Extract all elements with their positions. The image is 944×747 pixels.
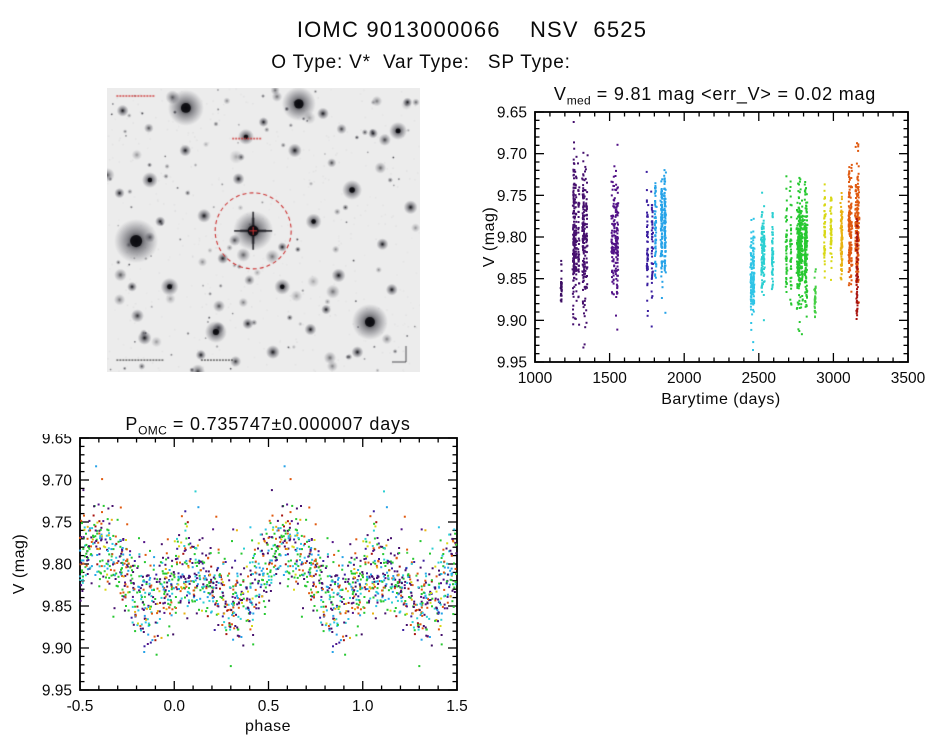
- svg-text:1000: 1000: [518, 370, 553, 387]
- phase-title-sub: OMC: [138, 423, 168, 438]
- timeseries-title-prefix: V: [553, 84, 567, 104]
- timeseries-title: Vmed = 9.81 mag <err_V> = 0.02 mag: [500, 84, 930, 108]
- svg-text:1500: 1500: [592, 370, 627, 387]
- phase-data-points: [79, 465, 458, 668]
- timeseries-plot: Vmed = 9.81 mag <err_V> = 0.02 mag Baryt…: [480, 80, 942, 410]
- svg-text:9.75: 9.75: [497, 188, 527, 205]
- axes: [534, 111, 909, 363]
- phase-plot: POMC = 0.735747±0.000007 days phase V (m…: [8, 408, 483, 747]
- svg-text:9.80: 9.80: [42, 557, 73, 574]
- svg-text:9.95: 9.95: [42, 683, 72, 700]
- page-subtitle: O Type: V* Var Type: SP Type:: [271, 52, 571, 73]
- svg-text:9.95: 9.95: [497, 355, 527, 372]
- svg-text:9.70: 9.70: [42, 473, 73, 490]
- phase-title-prefix: P: [125, 414, 139, 434]
- svg-text:-0.5: -0.5: [67, 698, 94, 715]
- svg-text:9.65: 9.65: [42, 434, 72, 448]
- svg-text:1.0: 1.0: [352, 698, 374, 715]
- svg-text:9.75: 9.75: [42, 515, 72, 532]
- tick-labels: 1000 1500 2000 2500 3000 3500 9.65 9.70 9.75 9.80…: [497, 105, 926, 388]
- phase-title: POMC = 0.735747±0.000007 days: [58, 414, 478, 438]
- svg-text:3500: 3500: [891, 370, 926, 387]
- tick-labels: -0.5 0.0 0.5 1.0 1.5 9.65 9.70 9.75 9.80 9.85 9.90…: [42, 434, 468, 715]
- finder-chart-image: [107, 88, 420, 372]
- svg-text:0.5: 0.5: [258, 698, 280, 715]
- svg-text:9.80: 9.80: [497, 230, 528, 247]
- page-title: IOMC 9013000066 NSV 6525: [296, 17, 648, 42]
- phase-ylabel: V (mag): [11, 534, 28, 594]
- timeseries-plot-svg: Barytime (days) V (mag) 1000 1500 2000 2500…: [481, 105, 926, 409]
- svg-text:0.0: 0.0: [163, 698, 185, 715]
- svg-text:9.65: 9.65: [497, 105, 527, 122]
- svg-text:9.85: 9.85: [42, 599, 72, 616]
- svg-text:9.90: 9.90: [497, 313, 528, 330]
- timeseries-ylabel: V (mag): [481, 207, 498, 267]
- svg-text:2000: 2000: [667, 370, 702, 387]
- phase-xlabel: phase: [245, 718, 291, 735]
- svg-text:3000: 3000: [816, 370, 851, 387]
- svg-text:9.70: 9.70: [497, 146, 528, 163]
- timeseries-title-sub: med: [566, 93, 591, 108]
- timeseries-xlabel: Barytime (days): [661, 391, 781, 408]
- timeseries-title-rest: = 9.81 mag <err_V> = 0.02 mag: [590, 84, 877, 104]
- svg-text:1.5: 1.5: [446, 698, 468, 715]
- phase-title-rest: = 0.735747±0.000007 days: [167, 414, 411, 434]
- phase-plot-svg: phase V (mag) -0.5 0.0 0.5 1.0 1.5 9.65 9.70 9.…: [11, 434, 468, 735]
- timeseries-data-points: [559, 121, 861, 351]
- svg-text:9.85: 9.85: [497, 271, 527, 288]
- svg-text:9.90: 9.90: [42, 641, 73, 658]
- svg-text:2500: 2500: [742, 370, 777, 387]
